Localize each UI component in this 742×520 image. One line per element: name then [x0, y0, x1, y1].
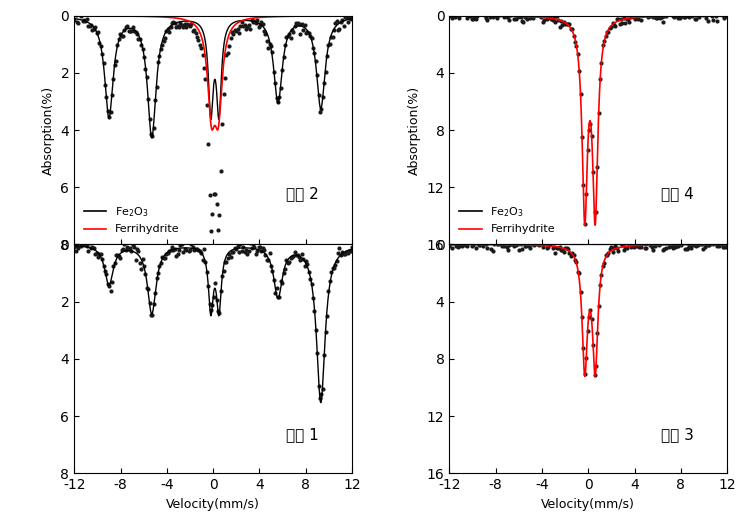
Legend: Fe$_2$O$_3$, Ferrihydrite: Fe$_2$O$_3$, Ferrihydrite	[455, 201, 559, 239]
Text: 조건 4: 조건 4	[661, 187, 694, 202]
X-axis label: Velocity(mm/s): Velocity(mm/s)	[166, 498, 260, 511]
Y-axis label: Absorption(%): Absorption(%)	[42, 85, 55, 175]
X-axis label: Velocity(mm/s): Velocity(mm/s)	[542, 498, 635, 511]
Legend: Fe$_2$O$_3$, Ferrihydrite: Fe$_2$O$_3$, Ferrihydrite	[79, 201, 184, 239]
Text: 조건 1: 조건 1	[286, 427, 318, 442]
Text: 조건 2: 조건 2	[286, 187, 318, 202]
Text: 조건 3: 조건 3	[660, 427, 694, 442]
Y-axis label: Absorption(%): Absorption(%)	[408, 85, 421, 175]
